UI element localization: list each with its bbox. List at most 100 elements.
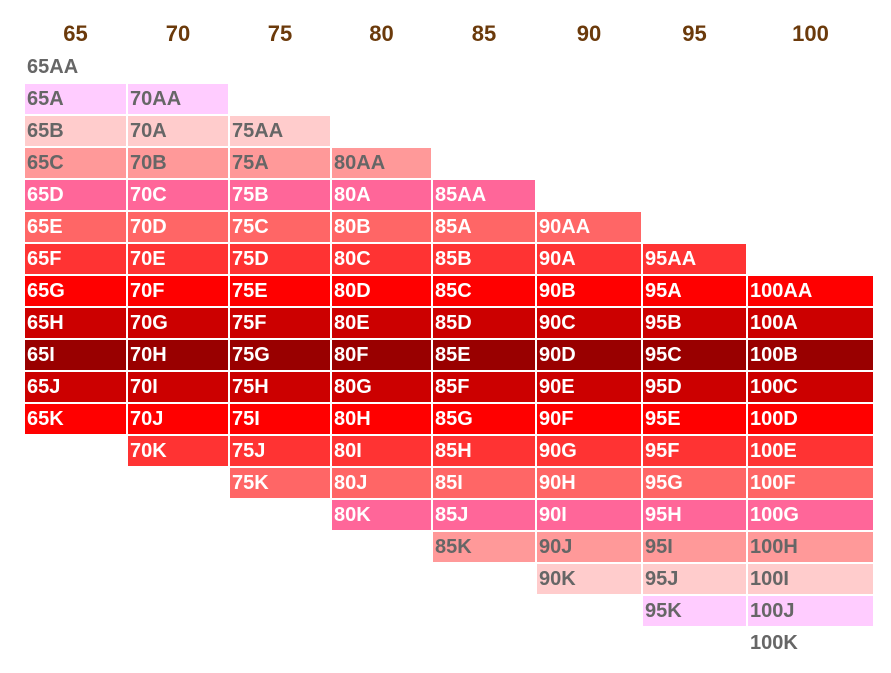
size-cell: 65H bbox=[25, 308, 126, 338]
size-cell: 65E bbox=[25, 212, 126, 242]
size-cell: 95D bbox=[643, 372, 746, 402]
size-cell: 75C bbox=[230, 212, 330, 242]
size-cell: 65I bbox=[25, 340, 126, 370]
size-cell: 100K bbox=[748, 628, 873, 658]
column-header-75: 75 bbox=[267, 21, 293, 46]
column-header-65: 65 bbox=[63, 21, 88, 46]
size-cell: 80E bbox=[332, 308, 431, 338]
size-cell: 85E bbox=[433, 340, 535, 370]
size-cell: 90J bbox=[537, 532, 641, 562]
size-cell: 70D bbox=[128, 212, 228, 242]
size-cell: 80K bbox=[332, 500, 431, 530]
size-cell: 95J bbox=[643, 564, 746, 594]
size-cell: 70A bbox=[128, 116, 228, 146]
size-cell: 65F bbox=[25, 244, 126, 274]
size-cell: 80AA bbox=[332, 148, 431, 178]
size-cell: 70E bbox=[128, 244, 228, 274]
size-cell: 90G bbox=[537, 436, 641, 466]
size-cell: 100H bbox=[748, 532, 873, 562]
size-cell: 70F bbox=[128, 276, 228, 306]
size-cell: 70I bbox=[128, 372, 228, 402]
size-cell: 100C bbox=[748, 372, 873, 402]
size-cell: 90C bbox=[537, 308, 641, 338]
size-cell: 95E bbox=[643, 404, 746, 434]
size-cell: 70J bbox=[128, 404, 228, 434]
size-cell: 100J bbox=[748, 596, 873, 626]
column-header-70: 70 bbox=[165, 21, 191, 46]
size-cell: 70C bbox=[128, 180, 228, 210]
size-cell: 80H bbox=[332, 404, 431, 434]
size-cell: 65AA bbox=[25, 52, 126, 82]
size-cell: 85K bbox=[433, 532, 535, 562]
size-cell: 100E bbox=[748, 436, 873, 466]
size-cell: 85G bbox=[433, 404, 535, 434]
column-header-90: 90 bbox=[576, 21, 602, 46]
size-cell: 80A bbox=[332, 180, 431, 210]
size-cell: 90H bbox=[537, 468, 641, 498]
size-cell: 100F bbox=[748, 468, 873, 498]
size-cell: 70K bbox=[128, 436, 228, 466]
size-cell: 85C bbox=[433, 276, 535, 306]
size-cell: 65A bbox=[25, 84, 126, 114]
size-cell: 100AA bbox=[748, 276, 873, 306]
size-cell: 85D bbox=[433, 308, 535, 338]
size-cell: 75AA bbox=[230, 116, 330, 146]
size-cell: 85I bbox=[433, 468, 535, 498]
size-cell: 95C bbox=[643, 340, 746, 370]
size-cell: 100G bbox=[748, 500, 873, 530]
size-cell: 70AA bbox=[128, 84, 228, 114]
size-cell: 75F bbox=[230, 308, 330, 338]
size-cell: 95I bbox=[643, 532, 746, 562]
size-cell: 85A bbox=[433, 212, 535, 242]
size-cell: 100I bbox=[748, 564, 873, 594]
size-cell: 90AA bbox=[537, 212, 641, 242]
size-cell: 95AA bbox=[643, 244, 746, 274]
column-header-100: 100 bbox=[792, 21, 829, 46]
size-cell: 90B bbox=[537, 276, 641, 306]
size-cell: 65K bbox=[25, 404, 126, 434]
column-header-95: 95 bbox=[682, 21, 707, 46]
size-cell: 90F bbox=[537, 404, 641, 434]
size-cell: 65J bbox=[25, 372, 126, 402]
size-cell: 70B bbox=[128, 148, 228, 178]
size-cell: 100A bbox=[748, 308, 873, 338]
size-cell: 95B bbox=[643, 308, 746, 338]
size-cell: 90E bbox=[537, 372, 641, 402]
size-cell: 75G bbox=[230, 340, 330, 370]
size-cell: 85H bbox=[433, 436, 535, 466]
size-cell: 85J bbox=[433, 500, 535, 530]
size-cell: 65B bbox=[25, 116, 126, 146]
size-cell: 80D bbox=[332, 276, 431, 306]
size-cell: 90A bbox=[537, 244, 641, 274]
size-cell: 100D bbox=[748, 404, 873, 434]
column-header-85: 85 bbox=[471, 21, 497, 46]
size-cell: 80J bbox=[332, 468, 431, 498]
size-cell: 80G bbox=[332, 372, 431, 402]
size-cell: 75K bbox=[230, 468, 330, 498]
size-cell: 90D bbox=[537, 340, 641, 370]
column-header-80: 80 bbox=[369, 21, 394, 46]
size-cell: 70H bbox=[128, 340, 228, 370]
size-cell: 75I bbox=[230, 404, 330, 434]
size-cell: 75H bbox=[230, 372, 330, 402]
size-cell: 95K bbox=[643, 596, 746, 626]
size-cell: 90I bbox=[537, 500, 641, 530]
size-cell: 65D bbox=[25, 180, 126, 210]
size-cell: 80I bbox=[332, 436, 431, 466]
size-cell: 70G bbox=[128, 308, 228, 338]
size-cell: 65G bbox=[25, 276, 126, 306]
size-cell: 85B bbox=[433, 244, 535, 274]
size-cell: 90K bbox=[537, 564, 641, 594]
size-cell: 95A bbox=[643, 276, 746, 306]
size-cell: 95F bbox=[643, 436, 746, 466]
size-cell: 75J bbox=[230, 436, 330, 466]
size-cell: 75D bbox=[230, 244, 330, 274]
size-cell: 95G bbox=[643, 468, 746, 498]
size-cell: 75E bbox=[230, 276, 330, 306]
size-cell: 100B bbox=[748, 340, 873, 370]
size-cell: 95H bbox=[643, 500, 746, 530]
size-cell: 80B bbox=[332, 212, 431, 242]
size-cell: 85F bbox=[433, 372, 535, 402]
size-cell: 85AA bbox=[433, 180, 535, 210]
